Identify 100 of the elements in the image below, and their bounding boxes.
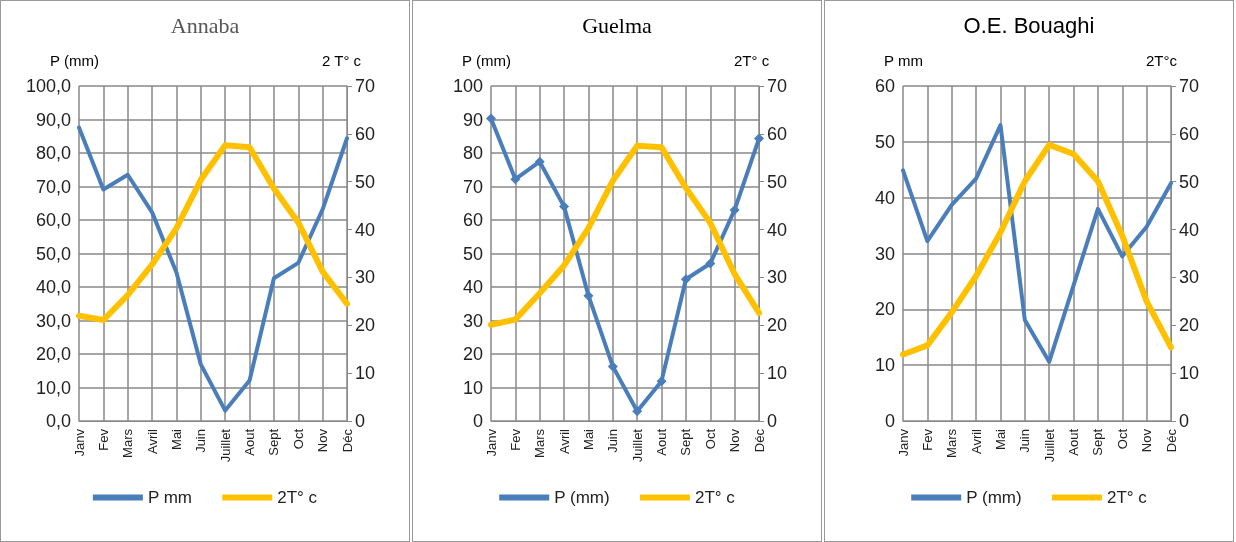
y2-tick-label: 0 [767,411,778,431]
y-tick-label: 60 [462,210,483,230]
y2-tick-label: 0 [1179,411,1190,431]
chart-title: Guelma [582,12,653,38]
y2-tick-label: 10 [355,363,376,384]
x-tick-label: Nov [315,428,331,453]
y-tick-label: 40 [462,277,483,297]
x-tick-label: Avril [556,428,572,455]
x-tick-label: Nov [1139,428,1155,453]
y-tick-label: 20,0 [35,344,71,364]
x-tick-label: Avril [144,428,160,455]
y-tick-label: 90,0 [35,109,71,130]
x-tick-label: Déc [339,428,355,453]
y-tick-label: 10,0 [35,377,71,398]
x-tick-label: Nov [727,428,743,453]
line-series [77,125,349,413]
y2-axis-title: 2T° c [734,52,770,69]
y-tick-label: 20 [462,344,483,364]
point [632,406,643,417]
x-tick-label: Juin [193,429,209,453]
y2-tick-label: 40 [1179,219,1200,240]
y-tick-label: 90 [462,109,483,130]
y-tick-label: 0 [884,411,895,431]
x-tick-label: Juin [605,429,621,453]
chart-title: O.E. Bouaghi [963,12,1095,38]
x-tick-label: Mai [168,428,184,450]
y-axis-title: P (mm) [50,52,99,69]
x-tick-label: Mars [532,428,548,458]
x-tick-label: Déc [1163,428,1179,453]
point [729,204,740,215]
y-tick-label: 30 [462,310,483,331]
y2-tick-label: 10 [1179,363,1200,384]
y-tick-label: 40,0 [35,277,71,297]
point [486,113,496,124]
x-tick-label: Sept [1090,428,1106,456]
y-tick-label: 20 [874,299,895,320]
x-tick-label: Fev [95,428,111,451]
legend-label: P (mm) [966,488,1022,507]
point [559,201,570,212]
y-tick-label: 50 [462,243,483,264]
y2-tick-label: 70 [767,76,788,96]
y-tick-label: 60,0 [35,210,71,230]
y-tick-label: 0 [472,411,483,431]
y-tick-label: 100 [452,76,483,96]
y2-axis-title: 2 T° c [322,52,362,69]
y-tick-label: 70 [462,176,483,197]
y2-tick-label: 60 [767,123,788,144]
point [510,174,521,185]
x-tick-label: Déc [751,428,767,453]
x-tick-label: Juillet [1041,428,1057,463]
x-tick-label: Juin [1017,429,1033,453]
x-tick-label: Aout [1066,428,1082,456]
y-tick-label: 60 [874,76,895,96]
y-tick-label: 0,0 [45,411,71,431]
x-tick-label: Janv [895,428,911,457]
x-tick-label: Avril [968,428,984,455]
y2-tick-label: 50 [767,171,788,192]
y-tick-label: 10 [462,377,483,398]
y-tick-label: 100,0 [25,76,71,96]
y-axis-title: P (mm) [462,52,511,69]
chart-title: Annaba [170,12,240,38]
x-tick-label: Oct [1114,428,1130,450]
point [583,290,594,301]
x-tick-label: Fev [919,428,935,451]
y-tick-label: 50 [874,131,895,152]
y2-tick-label: 10 [767,363,788,384]
y2-tick-label: 40 [767,219,788,240]
x-tick-label: Aout [242,428,258,456]
y2-tick-label: 50 [1179,171,1200,192]
legend-label: 2T° c [694,488,736,507]
y2-tick-label: 30 [355,267,376,288]
x-tick-label: Sept [266,428,282,456]
y2-tick-label: 20 [1179,315,1200,336]
x-tick-label: Mai [992,428,1008,450]
x-tick-label: Oct [702,428,718,450]
y2-tick-label: 70 [1179,76,1200,96]
x-tick-label: Mars [120,428,136,458]
point [534,156,545,167]
y2-tick-label: 50 [355,171,376,192]
y-tick-label: 80,0 [35,143,71,163]
y2-tick-label: 60 [1179,123,1200,144]
x-tick-label: Juillet [629,428,645,463]
y-axis-title: P mm [884,52,923,69]
y-tick-label: 70,0 [35,176,71,197]
y2-tick-label: 20 [355,315,376,336]
point [754,133,764,144]
y2-tick-label: 60 [355,123,376,144]
y2-axis-title: 2T°c [1146,52,1178,69]
y2-tick-label: 40 [355,219,376,240]
legend-label: 2T° c [277,488,318,507]
y2-tick-label: 30 [767,267,788,288]
point [705,258,716,269]
y-tick-label: 10 [874,355,895,376]
x-tick-label: Aout [654,428,670,456]
x-tick-label: Janv [71,428,87,457]
y2-tick-label: 0 [355,411,366,431]
y2-tick-label: 20 [767,315,788,336]
y-tick-label: 30 [874,243,895,264]
legend-label: P mm [147,488,192,507]
point [607,361,618,372]
